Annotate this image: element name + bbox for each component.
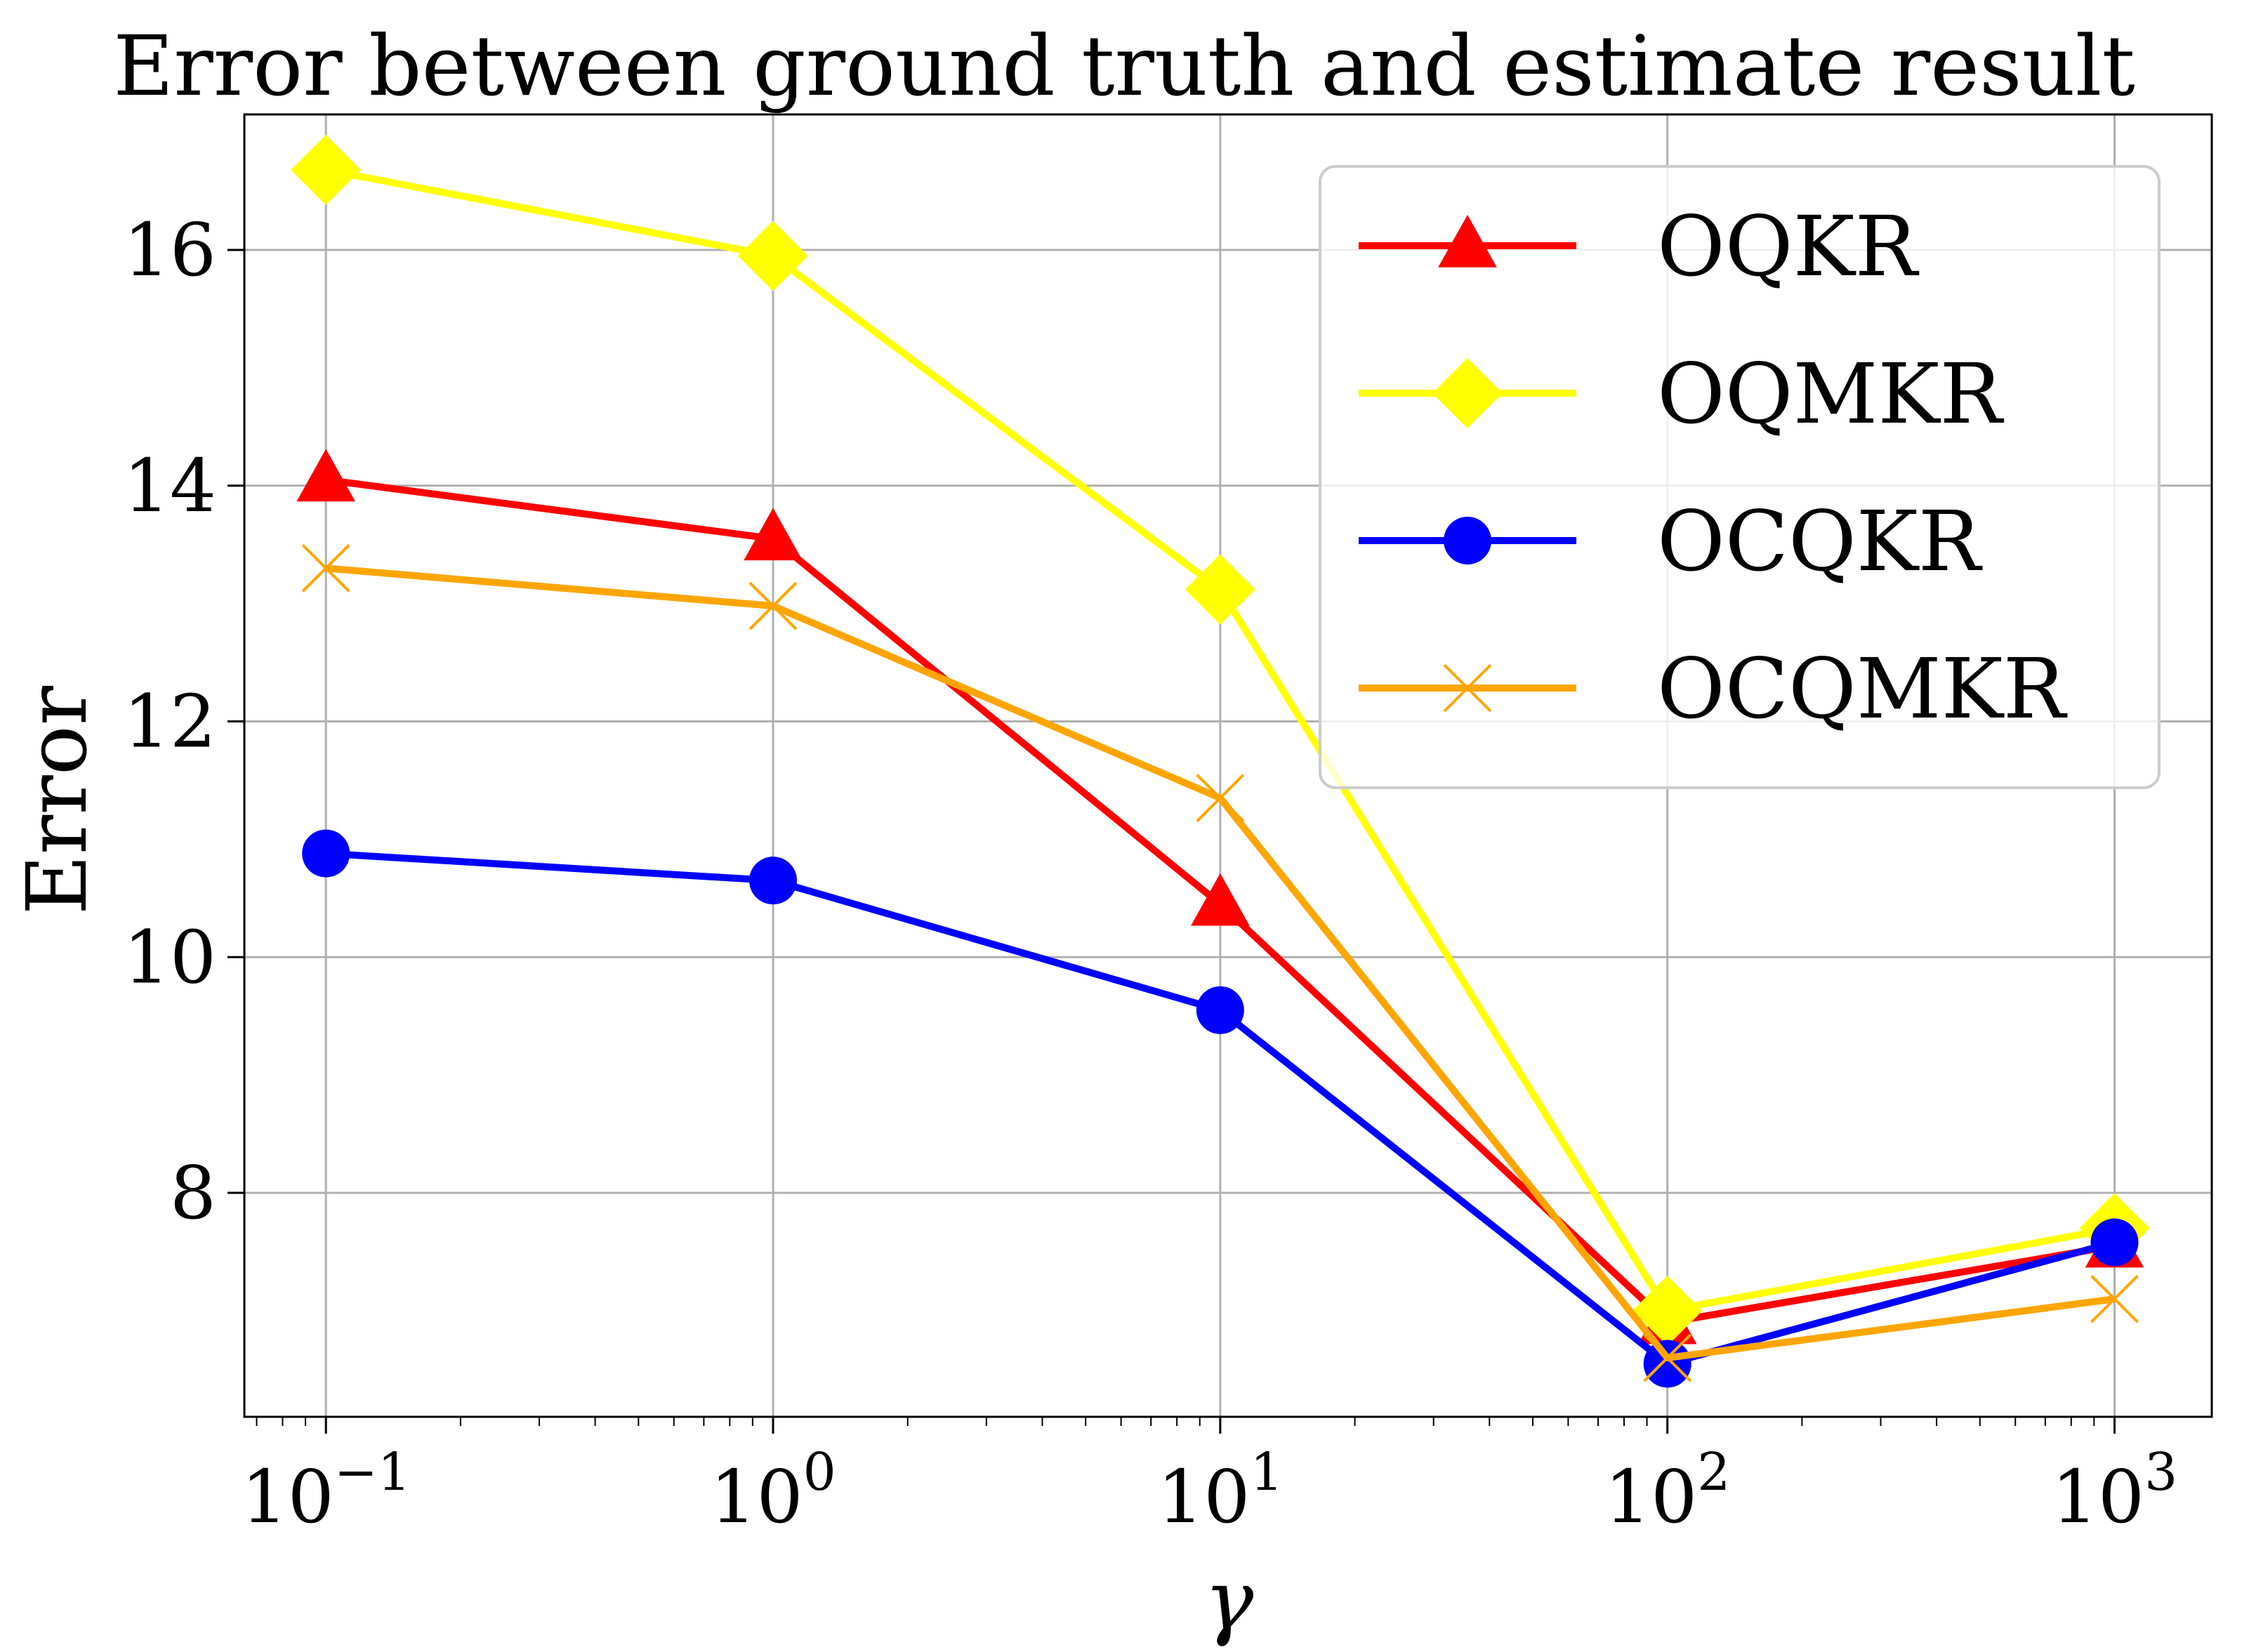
legend-marker-oqmkr	[1432, 358, 1503, 428]
series-ocqmkr	[301, 543, 2139, 1382]
legend-item-ocqmkr: OCQMKR	[1359, 640, 2068, 737]
data-point-ocqmkr-1	[748, 581, 798, 630]
data-point-ocqmkr-0	[301, 543, 350, 593]
legend-label-oqkr: OQKR	[1657, 198, 1920, 295]
legend-marker-ocqkr	[1444, 517, 1491, 564]
legend-label-oqmkr: OQMKR	[1657, 345, 2004, 442]
data-point-ocqkr-0	[302, 829, 350, 878]
series-ocqkr	[302, 829, 2139, 1388]
data-point-oqmkr-2	[1185, 554, 1255, 625]
legend-marker-ocqmkr	[1443, 663, 1492, 713]
y-tick-label-12: 12	[124, 679, 216, 765]
x-tick-label-2: 101	[1157, 1442, 1283, 1540]
plot-frame	[243, 113, 2213, 1418]
data-point-ocqmkr-2	[1196, 774, 1245, 823]
series-oqmkr	[291, 134, 2150, 1346]
legend-label-ocqmkr: OCQMKR	[1657, 640, 2068, 737]
data-point-oqmkr-3	[1632, 1275, 1703, 1346]
x-tick-label-1: 100	[710, 1442, 836, 1540]
data-point-ocqmkr-4	[2090, 1274, 2139, 1323]
x-axis-label: γ	[1204, 1552, 1254, 1648]
y-tick-label-14: 14	[124, 443, 216, 529]
legend-item-ocqkr: OCQKR	[1359, 493, 1983, 590]
data-point-oqkr-2	[1191, 873, 1250, 926]
legend-marker-oqkr	[1438, 215, 1497, 267]
data-point-ocqkr-3	[1643, 1340, 1691, 1388]
y-axis-label: Error	[8, 685, 105, 915]
data-point-oqmkr-1	[738, 220, 809, 291]
chart-title: Error between ground truth and estimate …	[113, 18, 2135, 114]
legend-box	[1319, 165, 2161, 789]
data-point-ocqmkr-3	[1643, 1333, 1692, 1382]
data-point-ocqkr-4	[2090, 1218, 2139, 1267]
y-tick-label-10: 10	[124, 914, 216, 1000]
data-point-oqmkr-0	[291, 134, 362, 205]
ticks: 10−1 100 101 102 103 8 10 12 14 16	[124, 207, 2178, 1540]
data-point-oqkr-0	[296, 449, 355, 502]
x-tick-label-4: 103	[2052, 1442, 2177, 1540]
x-tick-label-0: 10−1	[241, 1442, 410, 1540]
x-tick-label-3: 102	[1604, 1442, 1730, 1540]
data-point-ocqkr-1	[749, 857, 798, 905]
data-point-ocqkr-2	[1196, 986, 1244, 1034]
legend-item-oqmkr: OQMKR	[1359, 345, 2004, 442]
series-layer	[291, 134, 2150, 1388]
y-tick-label-16: 16	[124, 207, 216, 293]
legend-item-oqkr: OQKR	[1359, 198, 1920, 295]
data-point-oqkr-1	[744, 508, 803, 561]
legend: OQKR OQMKR OCQKR OCQMKR	[1319, 165, 2161, 789]
y-tick-label-8: 8	[170, 1150, 216, 1236]
legend-label-ocqkr: OCQKR	[1657, 493, 1983, 590]
